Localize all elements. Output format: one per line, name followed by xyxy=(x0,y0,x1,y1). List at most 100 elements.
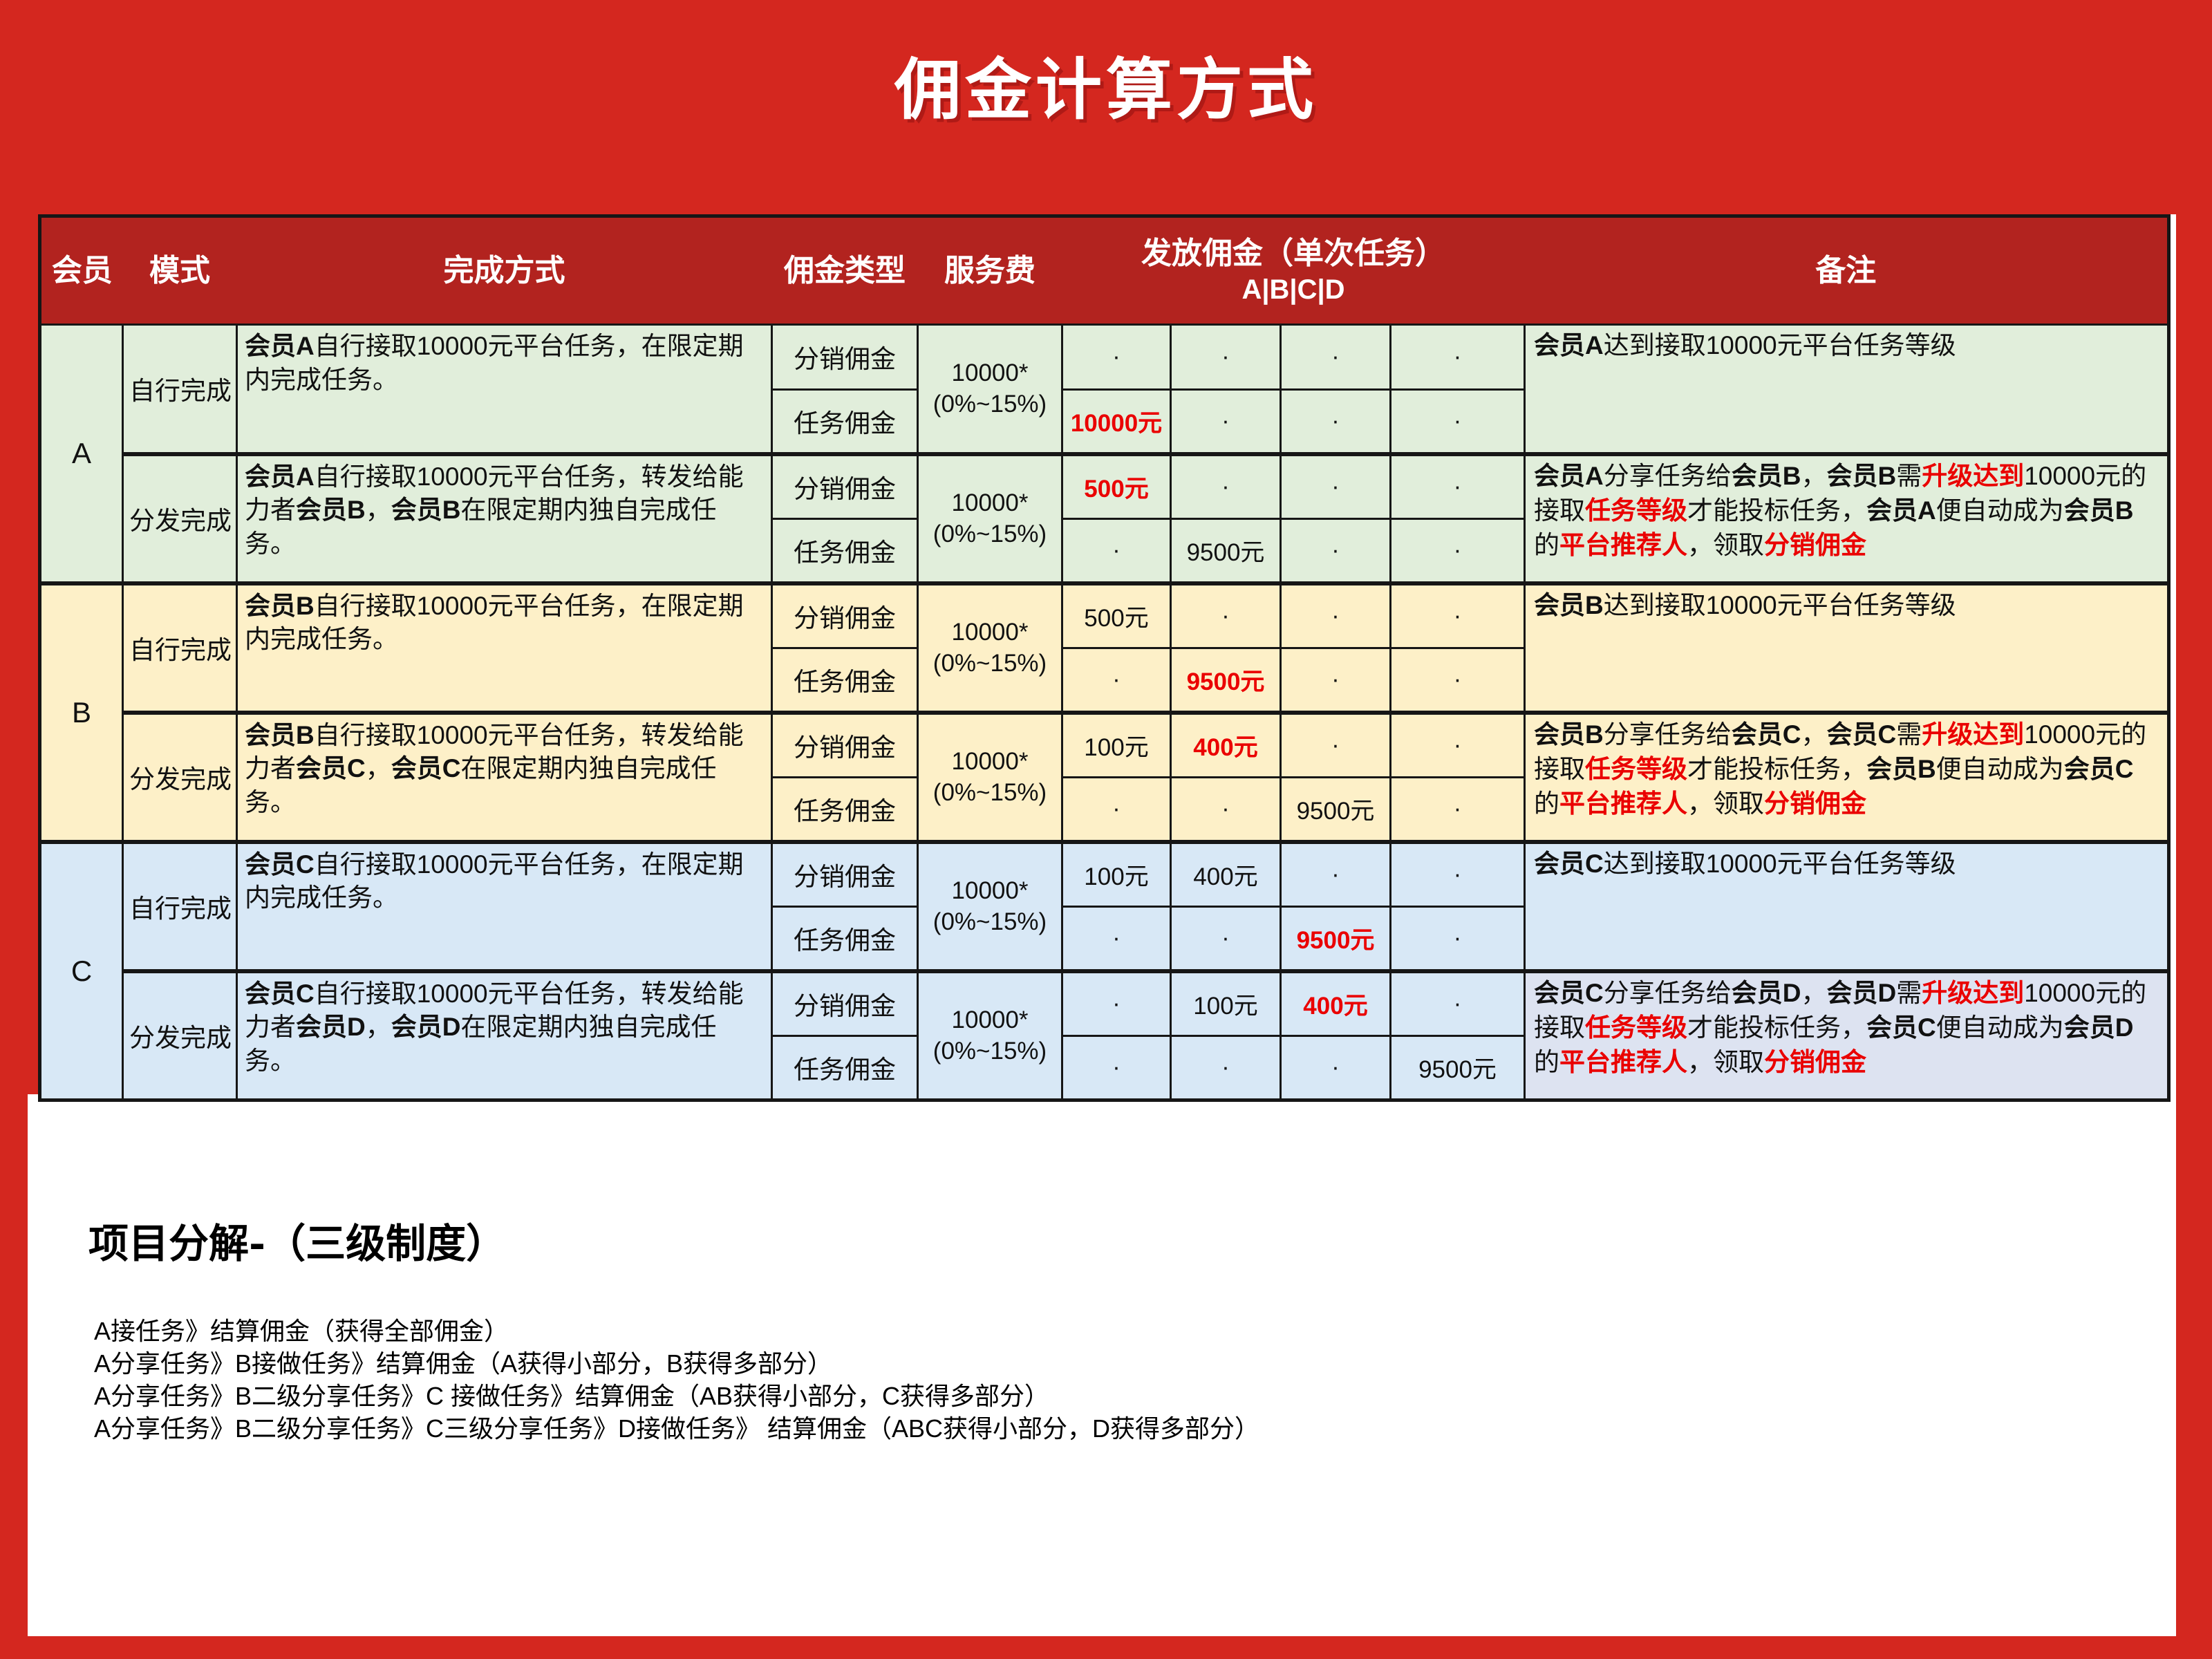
payout-value-cell-a: · xyxy=(1061,776,1172,843)
commission-type-cell: 分销佣金 xyxy=(771,839,919,908)
payout-value-cell-a: · xyxy=(1061,324,1172,391)
member-cell: B xyxy=(39,581,124,843)
payout-value-cell-d: · xyxy=(1389,968,1526,1037)
table-row: C 自行完成 会员C自行接取10000元平台任务，在限定期内完成任务。 分销佣金… xyxy=(39,839,2170,1101)
payout-value-cell-c: · xyxy=(1280,451,1391,520)
commission-type-cell: 任务佣金 xyxy=(771,776,919,843)
breakdown-heading: 项目分解-（三级制度） xyxy=(88,1220,507,1267)
payout-value-cell-d: · xyxy=(1389,581,1526,649)
payout-value-cell-d: · xyxy=(1389,388,1526,455)
table-row: 分发完成 会员B自行接取10000元平台任务，转发给能力者会员C，会员C在限定期… xyxy=(40,710,2170,843)
payout-value-cell-d: · xyxy=(1389,905,1526,972)
payout-value-cell-c: 9500元 xyxy=(1280,776,1391,843)
breakdown-line: A分享任务》B接做任务》结算佣金（A获得小部分，B获得多部分） xyxy=(94,1349,833,1378)
header-mode: 模式 xyxy=(122,216,237,325)
table-row: 分发完成 会员A自行接取10000元平台任务，转发给能力者会员B，会员B在限定期… xyxy=(40,451,2170,584)
payout-value-cell-d: · xyxy=(1389,517,1526,584)
header-service-fee: 服务费 xyxy=(917,216,1062,325)
service-fee-line2: (0%~15%) xyxy=(932,1038,1047,1065)
method-cell: 会员C自行接取10000元平台任务，在限定期内完成任务。 xyxy=(236,839,773,972)
payout-value-cell-b: · xyxy=(1170,776,1282,843)
payout-value-cell-a: 100元 xyxy=(1061,839,1172,908)
method-cell: 会员A自行接取10000元平台任务，在限定期内完成任务。 xyxy=(236,324,773,455)
service-fee-line1: 10000* xyxy=(951,489,1029,516)
payout-value-cell-b: · xyxy=(1170,451,1282,520)
service-fee-cell: 10000* (0%~15%) xyxy=(917,451,1063,584)
table-row: 分发完成 会员C自行接取10000元平台任务，转发给能力者会员D，会员D在限定期… xyxy=(40,968,2170,1101)
payout-value-cell-c: · xyxy=(1280,517,1391,584)
commission-type-cell: 任务佣金 xyxy=(771,517,919,584)
header-payout: 发放佣金（单次任务） A|B|C|D xyxy=(1062,216,1525,325)
mode-cell: 分发完成 xyxy=(122,710,238,843)
commission-type-cell: 任务佣金 xyxy=(771,905,919,972)
service-fee-cell: 10000* (0%~15%) xyxy=(917,968,1063,1101)
method-cell: 会员B自行接取10000元平台任务，转发给能力者会员C，会员C在限定期内独自完成… xyxy=(236,710,773,843)
payout-value-cell-c: · xyxy=(1280,388,1391,455)
content-panel xyxy=(28,1094,2176,1636)
commission-type-cell: 分销佣金 xyxy=(771,968,919,1037)
method-cell: 会员B自行接取10000元平台任务，在限定期内完成任务。 xyxy=(236,581,773,713)
payout-value-cell-c: 9500元 xyxy=(1280,905,1391,972)
table-row: 任务佣金 · · 9500元 · xyxy=(40,905,2169,972)
header-member: 会员 xyxy=(39,216,123,325)
remark-cell: 会员C达到接取10000元平台任务等级 xyxy=(1524,839,2170,972)
header-commission-type: 佣金类型 xyxy=(771,216,918,325)
service-fee-cell: 10000* (0%~15%) xyxy=(917,581,1063,713)
payout-value-cell-c: · xyxy=(1280,646,1391,713)
payout-value-cell-d: · xyxy=(1389,776,1526,843)
commission-type-cell: 任务佣金 xyxy=(771,388,919,455)
service-fee-cell: 10000* (0%~15%) xyxy=(917,839,1063,972)
table-header-row: 会员 模式 完成方式 佣金类型 服务费 发放佣金（单次任务） A|B|C|D 备… xyxy=(39,216,2169,325)
breakdown-line: A分享任务》B二级分享任务》C三级分享任务》D接做任务》 结算佣金（ABC获得小… xyxy=(94,1414,1260,1443)
service-fee-line1: 10000* xyxy=(951,747,1029,775)
table-row: 任务佣金 10000元 · · · xyxy=(40,388,2169,455)
payout-value-cell-c: · xyxy=(1280,839,1391,908)
payout-value-cell-d: · xyxy=(1389,324,1526,391)
payout-value-cell-a: 10000元 xyxy=(1061,388,1172,455)
payout-value-cell-b: 100元 xyxy=(1170,968,1282,1037)
payout-value-cell-b: · xyxy=(1170,581,1282,649)
payout-value-cell-b: 400元 xyxy=(1170,839,1282,908)
header-method: 完成方式 xyxy=(236,216,772,325)
payout-value-cell-b: 9500元 xyxy=(1170,646,1282,713)
commission-type-cell: 任务佣金 xyxy=(771,646,919,713)
mode-cell: 自行完成 xyxy=(122,324,238,455)
service-fee-line2: (0%~15%) xyxy=(932,521,1047,547)
member-cell: A xyxy=(39,324,124,584)
payout-value-cell-a: · xyxy=(1061,968,1172,1037)
payout-value-cell-a: 100元 xyxy=(1061,710,1172,778)
payout-value-cell-c: · xyxy=(1280,710,1391,778)
commission-type-cell: 任务佣金 xyxy=(771,1034,919,1101)
remark-cell: 会员B达到接取10000元平台任务等级 xyxy=(1524,581,2170,713)
table-row: 任务佣金 · · · 9500元 xyxy=(40,1034,2169,1101)
breakdown-list: A接任务》结算佣金（获得全部佣金） A分享任务》B接做任务》结算佣金（A获得小部… xyxy=(94,1315,1259,1445)
service-fee-line2: (0%~15%) xyxy=(932,650,1047,677)
payout-value-cell-b: 400元 xyxy=(1170,710,1282,778)
table-row: B 自行完成 会员B自行接取10000元平台任务，在限定期内完成任务。 分销佣金… xyxy=(39,581,2170,843)
mode-cell: 自行完成 xyxy=(122,839,238,972)
table-row: 任务佣金 · · 9500元 · xyxy=(40,776,2169,843)
payout-value-cell-d: · xyxy=(1389,451,1526,520)
payout-value-cell-d: · xyxy=(1389,839,1526,908)
breakdown-line: A接任务》结算佣金（获得全部佣金） xyxy=(94,1317,509,1345)
payout-value-cell-d: · xyxy=(1389,646,1526,713)
table-row: 任务佣金 · 9500元 · · xyxy=(40,646,2169,713)
mode-cell: 分发完成 xyxy=(122,968,238,1101)
service-fee-line2: (0%~15%) xyxy=(932,779,1047,806)
table-row: 任务佣金 · 9500元 · · xyxy=(40,517,2169,584)
commission-type-cell: 分销佣金 xyxy=(771,451,919,520)
payout-value-cell-c: 400元 xyxy=(1280,968,1391,1037)
table-row: A 自行完成 会员A自行接取10000元平台任务，在限定期内完成任务。 分销佣金… xyxy=(39,324,2170,584)
service-fee-line1: 10000* xyxy=(951,618,1029,646)
method-cell: 会员A自行接取10000元平台任务，转发给能力者会员B，会员B在限定期内独自完成… xyxy=(236,451,773,584)
payout-value-cell-d: · xyxy=(1389,710,1526,778)
payout-value-cell-a: · xyxy=(1061,1034,1172,1101)
mode-cell: 自行完成 xyxy=(122,581,238,713)
payout-value-cell-b: · xyxy=(1170,388,1282,455)
service-fee-line2: (0%~15%) xyxy=(932,391,1047,418)
commission-type-cell: 分销佣金 xyxy=(771,581,919,649)
mode-cell: 分发完成 xyxy=(122,451,238,584)
payout-value-cell-b: 9500元 xyxy=(1170,517,1282,584)
remark-cell: 会员C分享任务给会员D，会员D需升级达到10000元的接取任务等级才能投标任务，… xyxy=(1524,968,2170,1101)
